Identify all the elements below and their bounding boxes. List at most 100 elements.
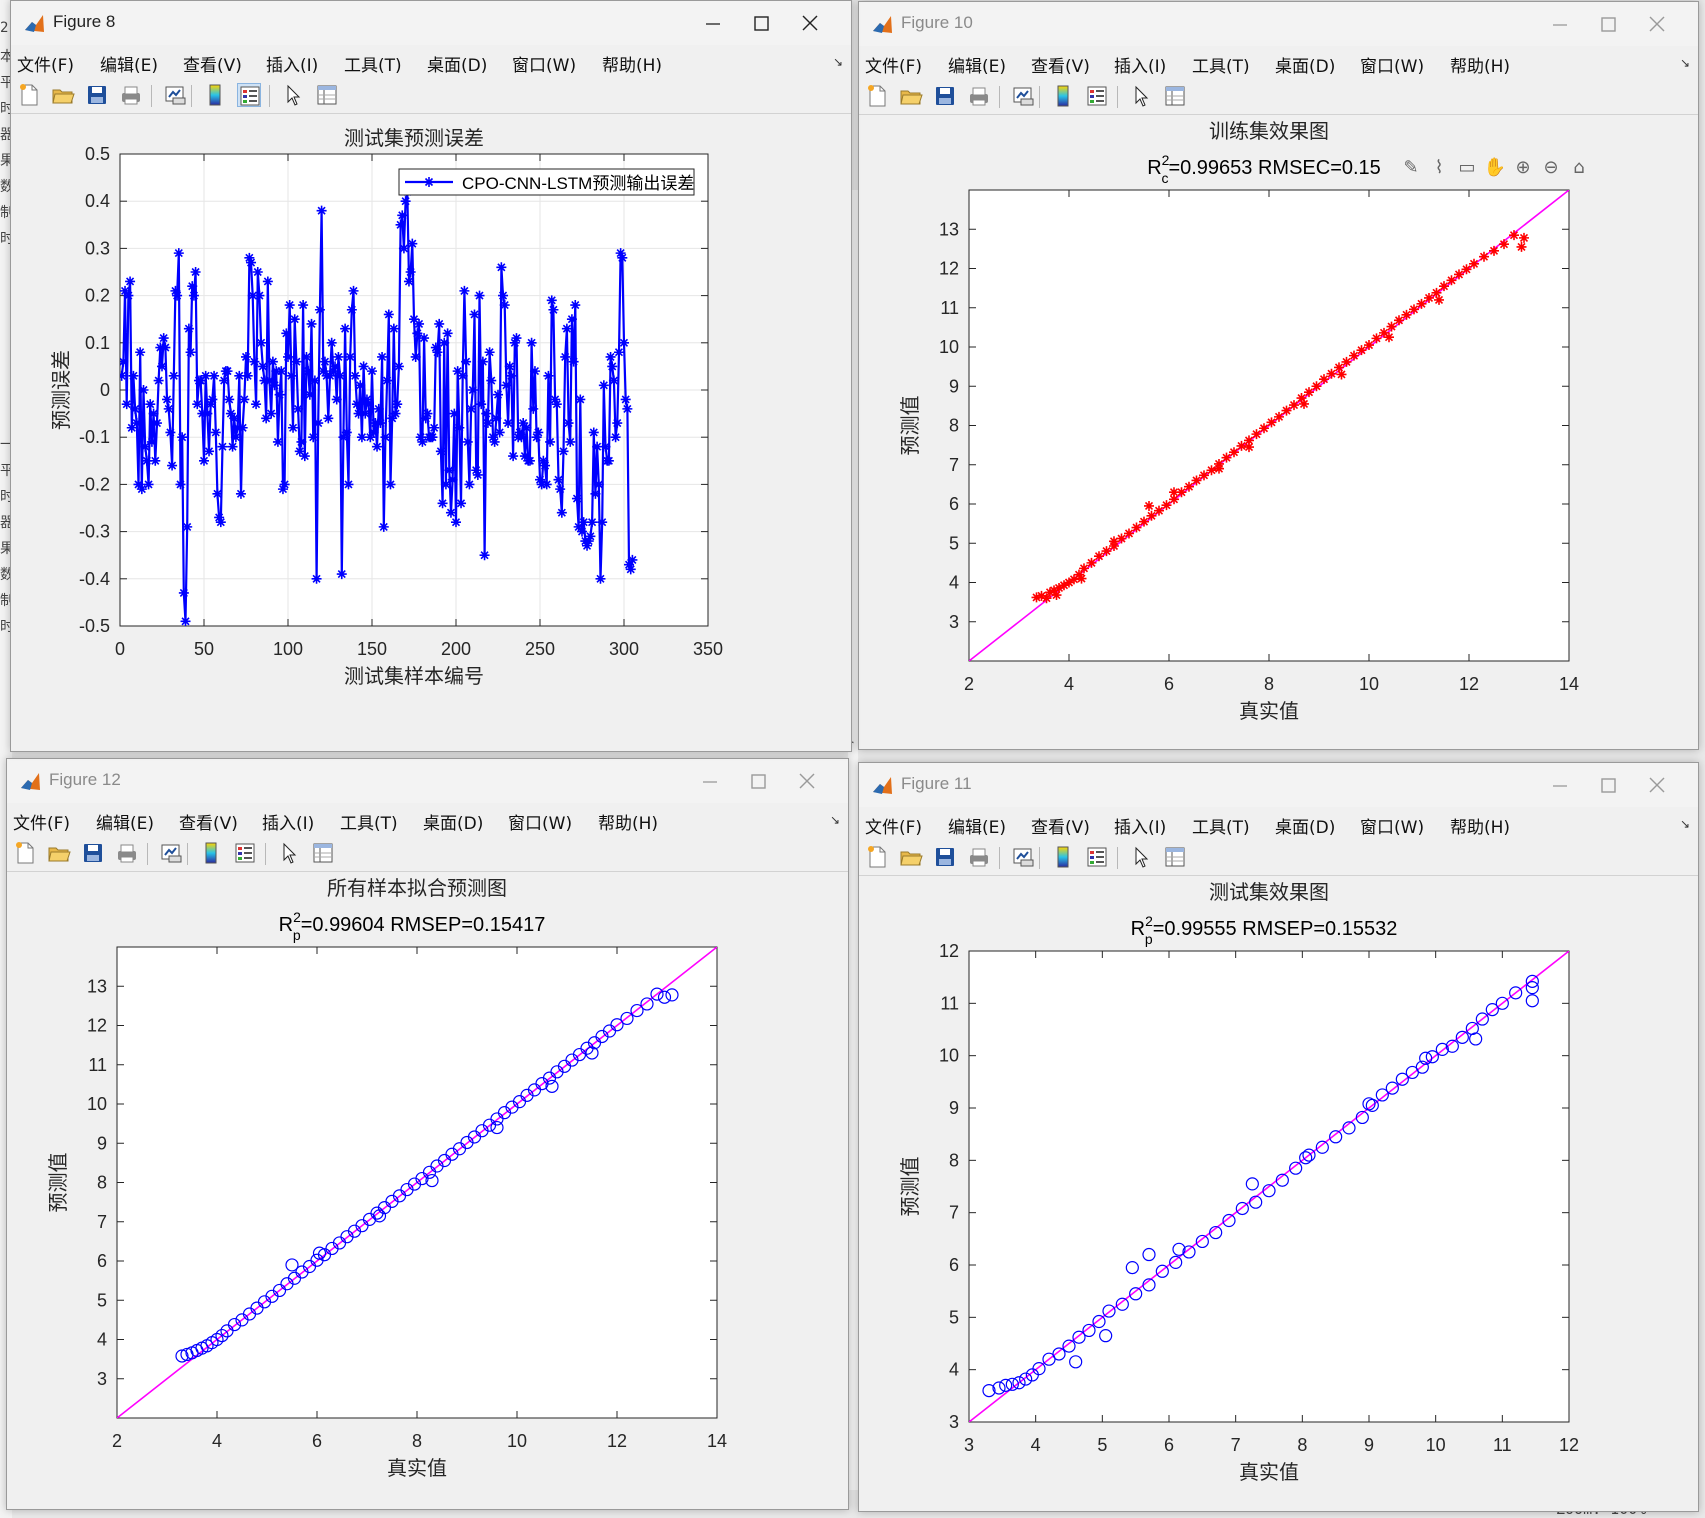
insert-legend-icon[interactable] bbox=[1085, 84, 1109, 108]
new-figure-icon[interactable] bbox=[865, 845, 889, 869]
save-icon[interactable] bbox=[933, 845, 957, 869]
close-button[interactable] bbox=[784, 765, 830, 797]
title-bar[interactable]: Figure 12 bbox=[7, 759, 848, 803]
figure-window-12[interactable]: Figure 12 文件(F) 编辑(E) 查看(V) 插入(I) 工具(T) 桌面(D) 窗… bbox=[6, 758, 849, 1510]
menu-item[interactable]: 桌面(D) bbox=[1275, 57, 1336, 77]
link-plot-icon[interactable] bbox=[163, 83, 187, 107]
menu-item[interactable]: 文件(F) bbox=[13, 814, 71, 834]
menu-item[interactable]: 编辑(E) bbox=[948, 57, 1007, 77]
brush-icon[interactable]: ✎ bbox=[1403, 157, 1419, 178]
property-inspector-icon[interactable] bbox=[311, 841, 335, 865]
minimize-button[interactable] bbox=[691, 7, 737, 39]
print-icon[interactable] bbox=[967, 84, 991, 108]
dock-arrow-icon[interactable]: ↘ bbox=[1679, 817, 1690, 831]
insert-colorbar-icon[interactable] bbox=[203, 83, 227, 107]
menu-item[interactable]: 桌面(D) bbox=[423, 814, 484, 834]
menu-item[interactable]: 窗口(W) bbox=[508, 814, 573, 834]
menu-item[interactable]: 窗口(W) bbox=[512, 56, 577, 76]
data-tips-icon[interactable]: ⌇ bbox=[1434, 157, 1444, 178]
edit-plot-icon[interactable] bbox=[281, 83, 305, 107]
menu-item[interactable]: 工具(T) bbox=[340, 814, 398, 834]
zoom-in-icon[interactable]: ⊕ bbox=[1515, 157, 1531, 178]
zoom-out-icon[interactable]: ⊖ bbox=[1543, 157, 1559, 178]
insert-legend-icon[interactable] bbox=[237, 83, 261, 107]
title-bar[interactable]: Figure 10 bbox=[859, 2, 1698, 46]
title-bar[interactable]: Figure 11 bbox=[859, 763, 1698, 807]
legend[interactable]: CPO-CNN-LSTM预测输出误差 bbox=[398, 168, 695, 196]
menu-item[interactable]: 查看(V) bbox=[1031, 818, 1090, 838]
link-plot-icon[interactable] bbox=[1011, 845, 1035, 869]
menu-item[interactable]: 工具(T) bbox=[1192, 57, 1250, 77]
link-plot-icon[interactable] bbox=[159, 841, 183, 865]
menu-item[interactable]: 文件(F) bbox=[865, 57, 923, 77]
maximize-button[interactable] bbox=[1586, 769, 1632, 801]
menu-item[interactable]: 编辑(E) bbox=[948, 818, 1007, 838]
title-bar[interactable]: Figure 8 bbox=[11, 1, 851, 45]
print-icon[interactable] bbox=[119, 83, 143, 107]
menu-item[interactable]: 桌面(D) bbox=[427, 56, 488, 76]
menu-item[interactable]: 文件(F) bbox=[865, 818, 923, 838]
save-icon[interactable] bbox=[933, 84, 957, 108]
menu-item[interactable]: 编辑(E) bbox=[96, 814, 155, 834]
new-figure-icon[interactable] bbox=[13, 841, 37, 865]
maximize-button[interactable] bbox=[1586, 8, 1632, 40]
dock-arrow-icon[interactable]: ↘ bbox=[829, 813, 840, 827]
menu-item[interactable]: 窗口(W) bbox=[1360, 818, 1425, 838]
insert-legend-icon[interactable] bbox=[233, 841, 257, 865]
open-file-icon[interactable] bbox=[47, 841, 71, 865]
new-figure-icon[interactable] bbox=[17, 83, 41, 107]
property-inspector-icon[interactable] bbox=[315, 83, 339, 107]
link-plot-icon[interactable] bbox=[1011, 84, 1035, 108]
pan-icon[interactable]: ✋ bbox=[1483, 157, 1507, 178]
minimize-button[interactable] bbox=[1538, 769, 1584, 801]
print-icon[interactable] bbox=[967, 845, 991, 869]
insert-colorbar-icon[interactable] bbox=[1051, 84, 1075, 108]
property-inspector-icon[interactable] bbox=[1163, 845, 1187, 869]
dock-arrow-icon[interactable]: ↘ bbox=[1679, 56, 1690, 70]
home-icon[interactable]: ⌂ bbox=[1573, 157, 1585, 178]
dock-arrow-icon[interactable]: ↘ bbox=[832, 55, 843, 69]
menu-item[interactable]: 查看(V) bbox=[1031, 57, 1090, 77]
menu-item[interactable]: 帮助(H) bbox=[1450, 818, 1511, 838]
edit-plot-icon[interactable] bbox=[1129, 845, 1153, 869]
print-icon[interactable] bbox=[115, 841, 139, 865]
minimize-button[interactable] bbox=[1538, 8, 1584, 40]
open-file-icon[interactable] bbox=[51, 83, 75, 107]
menu-item[interactable]: 查看(V) bbox=[183, 56, 242, 76]
menu-item[interactable]: 插入(I) bbox=[262, 814, 315, 834]
menu-item[interactable]: 帮助(H) bbox=[602, 56, 663, 76]
new-figure-icon[interactable] bbox=[865, 84, 889, 108]
menu-item[interactable]: 插入(I) bbox=[1114, 818, 1167, 838]
figure-window-8[interactable]: Figure 8 文件(F) 编辑(E) 查看(V) 插入(I) 工具(T) 桌面(D) 窗口… bbox=[10, 0, 852, 752]
maximize-button[interactable] bbox=[736, 765, 782, 797]
menu-item[interactable]: 帮助(H) bbox=[598, 814, 659, 834]
menu-item[interactable]: 文件(F) bbox=[17, 56, 75, 76]
menu-item[interactable]: 工具(T) bbox=[344, 56, 402, 76]
menu-item[interactable]: 桌面(D) bbox=[1275, 818, 1336, 838]
menu-item[interactable]: 插入(I) bbox=[266, 56, 319, 76]
close-button[interactable] bbox=[1634, 8, 1680, 40]
edit-plot-icon[interactable] bbox=[277, 841, 301, 865]
maximize-button[interactable] bbox=[739, 7, 785, 39]
save-icon[interactable] bbox=[85, 83, 109, 107]
edit-plot-icon[interactable] bbox=[1129, 84, 1153, 108]
figure-window-11[interactable]: Figure 11 文件(F) 编辑(E) 查看(V) 插入(I) 工具(T) 桌面(D) 窗… bbox=[858, 762, 1699, 1512]
insert-legend-icon[interactable] bbox=[1085, 845, 1109, 869]
menu-item[interactable]: 编辑(E) bbox=[100, 56, 159, 76]
menu-item[interactable]: 帮助(H) bbox=[1450, 57, 1511, 77]
insert-colorbar-icon[interactable] bbox=[199, 841, 223, 865]
insert-colorbar-icon[interactable] bbox=[1051, 845, 1075, 869]
property-inspector-icon[interactable] bbox=[1163, 84, 1187, 108]
menu-item[interactable]: 工具(T) bbox=[1192, 818, 1250, 838]
menu-item[interactable]: 查看(V) bbox=[179, 814, 238, 834]
figure-window-10[interactable]: Figure 10 文件(F) 编辑(E) 查看(V) 插入(I) 工具(T) 桌面(D) 窗… bbox=[858, 1, 1699, 750]
rotate-icon[interactable]: ▭ bbox=[1458, 157, 1476, 178]
menu-item[interactable]: 插入(I) bbox=[1114, 57, 1167, 77]
open-file-icon[interactable] bbox=[899, 845, 923, 869]
minimize-button[interactable] bbox=[688, 765, 734, 797]
save-icon[interactable] bbox=[81, 841, 105, 865]
close-button[interactable] bbox=[787, 7, 833, 39]
open-file-icon[interactable] bbox=[899, 84, 923, 108]
menu-item[interactable]: 窗口(W) bbox=[1360, 57, 1425, 77]
close-button[interactable] bbox=[1634, 769, 1680, 801]
